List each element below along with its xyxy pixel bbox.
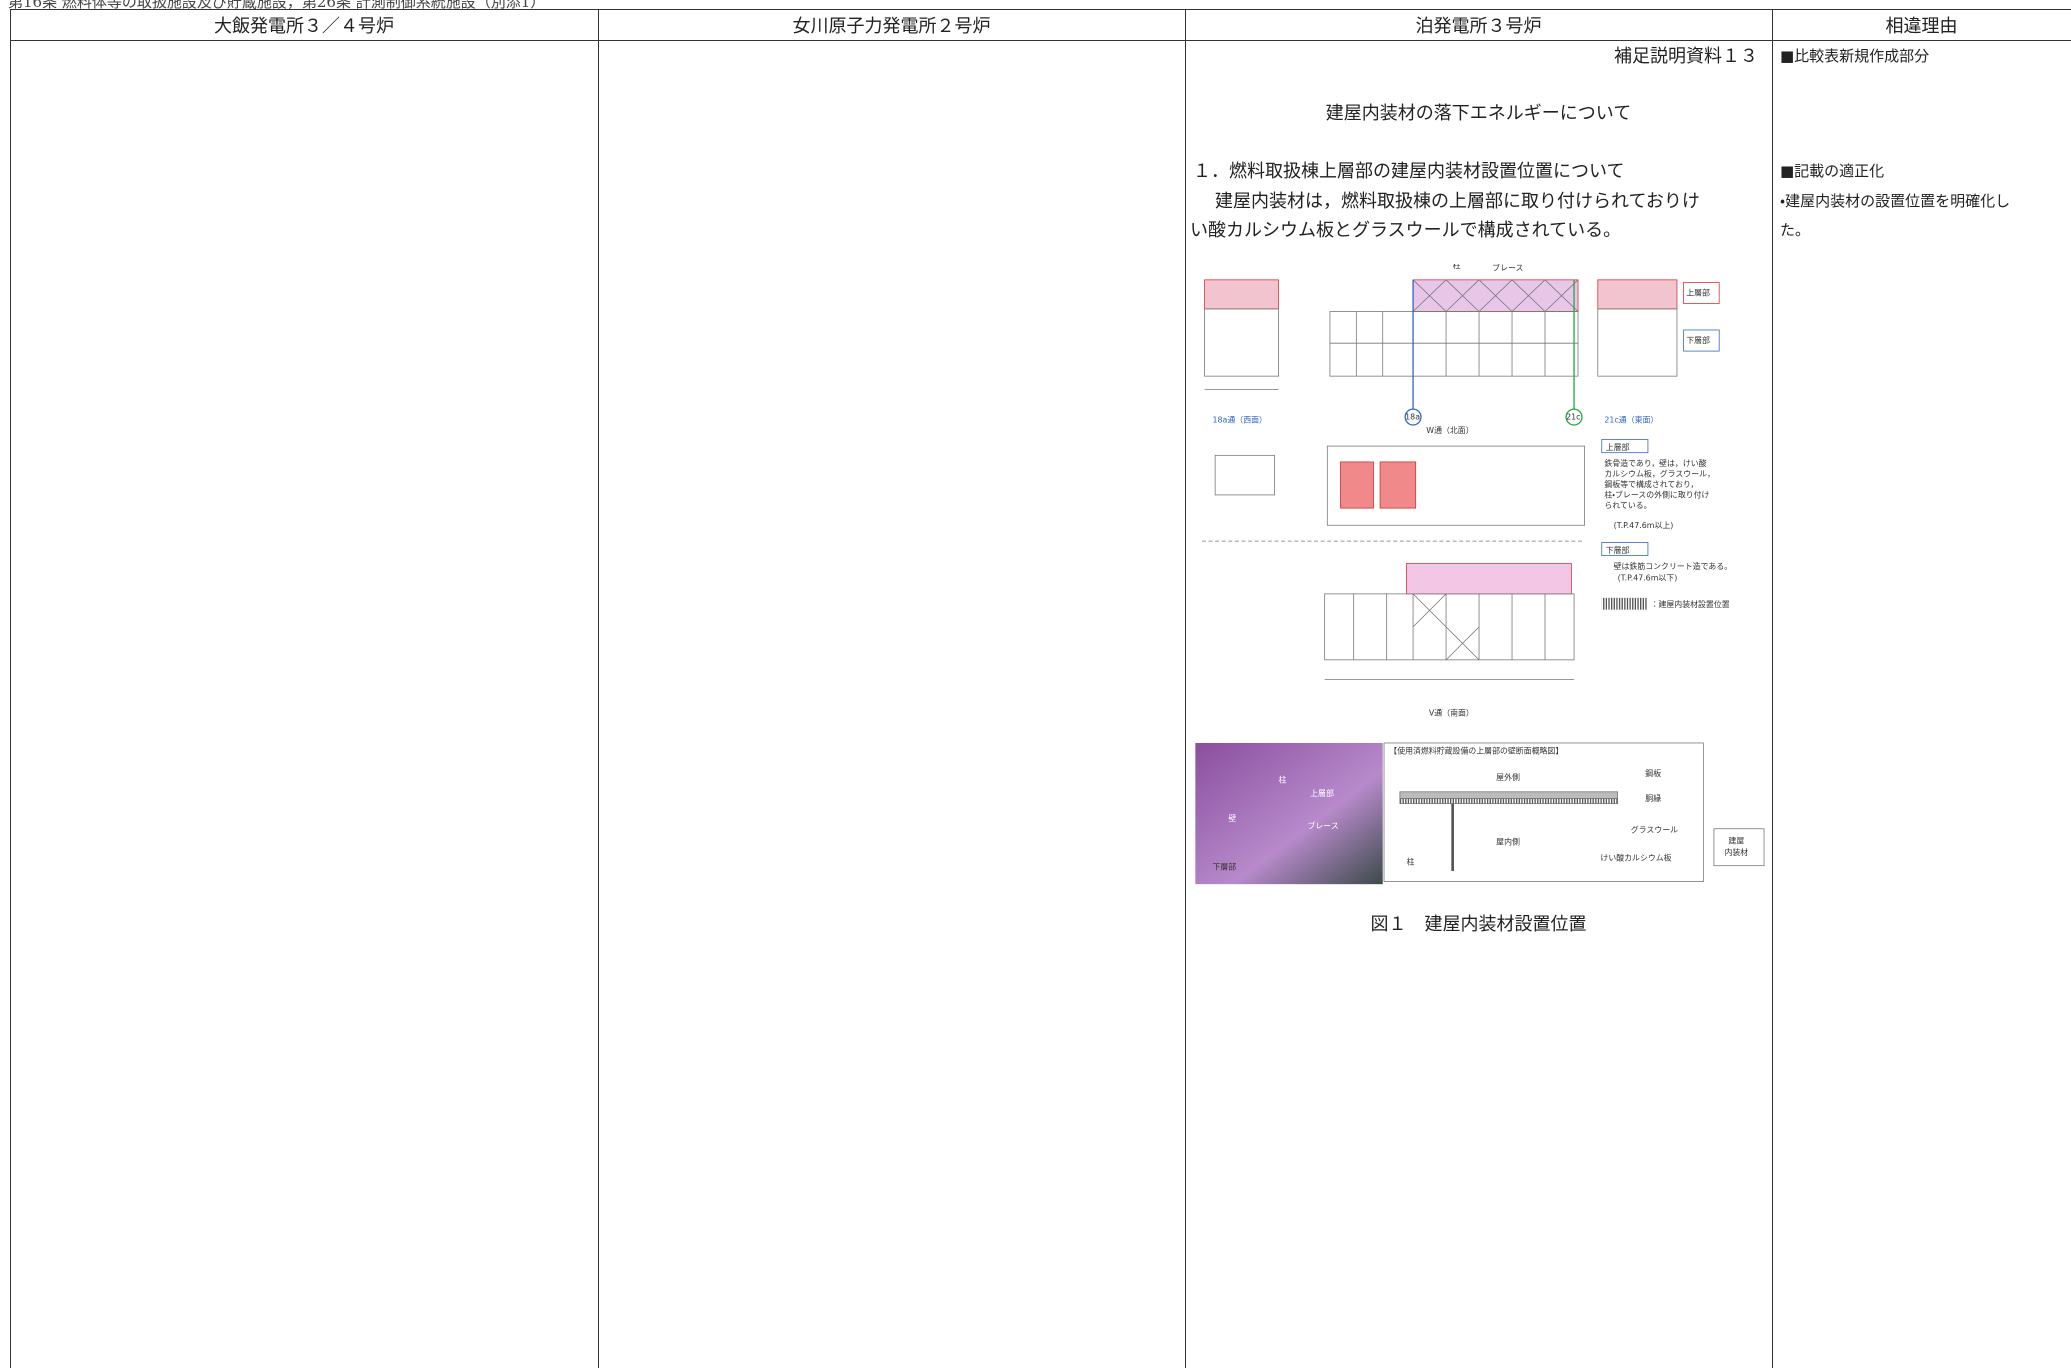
paragraph-line: 建屋内装材は，燃料取扱棟の上層部に取り付けられておりけ bbox=[1215, 191, 1700, 212]
figure-label: (T.P.47.6m以下) bbox=[1618, 574, 1678, 583]
rule bbox=[1185, 9, 1186, 1368]
figure-label: 下層部 bbox=[1686, 336, 1710, 345]
figure-label: ：建屋内装材設置位置 bbox=[1651, 599, 1730, 609]
figure-label: 屋内側 bbox=[1496, 837, 1520, 847]
figure-label: (T.P.47.6m以上) bbox=[1614, 521, 1674, 530]
figure-label: ブレース bbox=[1492, 264, 1523, 273]
figure-label: 内装材 bbox=[1724, 847, 1748, 857]
rule bbox=[1772, 9, 1773, 1368]
figure-label: 壁は鉄筋コンクリート造である。 bbox=[1614, 561, 1733, 571]
figure-label: 【使用済燃料貯蔵設備の上層部の壁断面概略図】 bbox=[1389, 746, 1563, 756]
column-header: 泊発電所３号炉 bbox=[1415, 16, 1542, 37]
figure-label: 21c bbox=[1566, 413, 1580, 422]
rule bbox=[10, 40, 2071, 41]
figure-label: 下層部 bbox=[1213, 863, 1237, 872]
figure-label: 柱・ブレースの外側に取り付け bbox=[1604, 490, 1709, 500]
reason-text: ・建屋内装材の設置位置を明確化し bbox=[1780, 192, 2011, 210]
figure-label: 建屋 bbox=[1728, 835, 1744, 845]
figure-label: 上層部 bbox=[1686, 289, 1710, 298]
figure-label: グラスウール bbox=[1631, 825, 1678, 835]
figure-label: V通（南面） bbox=[1429, 707, 1474, 717]
figure-label: 18a通（西面） bbox=[1213, 414, 1267, 424]
figure-label: 鋼板 bbox=[1645, 768, 1661, 778]
figure-label: ブレース bbox=[1308, 821, 1339, 831]
figure-label: 18a bbox=[1405, 413, 1420, 422]
column-header: 大飯発電所３／４号炉 bbox=[214, 16, 394, 37]
figure-label: 鋼板等で構成されており， bbox=[1604, 479, 1698, 489]
reason-text: ■記載の適正化 bbox=[1780, 162, 1885, 180]
figure-label: 上層部 bbox=[1310, 789, 1334, 798]
figure-label: W通（北面） bbox=[1426, 425, 1473, 435]
figure-label: 柱 bbox=[1453, 264, 1461, 270]
reason-text: た。 bbox=[1780, 221, 1811, 239]
section-heading: １．燃料取扱棟上層部の建屋内装材設置位置について bbox=[1193, 161, 1625, 182]
figure: 柱ブレース上層部下層部18a通（西面）W通（北面）21c通（東面）上層部鉄骨造で… bbox=[1195, 264, 1765, 885]
column-header: 女川原子力発電所２号炉 bbox=[792, 16, 991, 37]
figure-label: 上層部 bbox=[1606, 443, 1630, 452]
rule bbox=[598, 9, 599, 1368]
figure-label: 壁 bbox=[1228, 813, 1236, 823]
rule bbox=[10, 9, 2071, 10]
figure-label: 胴縁 bbox=[1645, 793, 1661, 803]
doc-title: 建屋内装材の落下エネルギーについて bbox=[1325, 103, 1632, 124]
figure-label: けい酸カルシウム板 bbox=[1600, 852, 1671, 862]
figure-caption: 図１ 建屋内装材設置位置 bbox=[1370, 914, 1587, 935]
figure-label: 21c通（東面） bbox=[1604, 414, 1658, 424]
doc-id: 補足説明資料１３ bbox=[1614, 46, 1758, 67]
rule bbox=[10, 9, 11, 1368]
figure-label: 鉄骨造であり，壁は，けい酸 bbox=[1604, 458, 1706, 468]
paragraph-line: い酸カルシウム板とグラスウールで構成されている。 bbox=[1190, 220, 1622, 241]
figure-label: 下層部 bbox=[1606, 546, 1630, 555]
reason-text: ■比較表新規作成部分 bbox=[1780, 47, 1930, 65]
figure-label: 柱 bbox=[1278, 775, 1286, 785]
figure-label: 柱 bbox=[1406, 856, 1414, 866]
figure-label: 屋外側 bbox=[1496, 772, 1520, 782]
figure-label: カルシウム板，グラスウール， bbox=[1604, 468, 1715, 478]
column-header: 相違理由 bbox=[1885, 16, 1958, 37]
header-note: 第16条 燃料体等の取扱施設及び貯蔵施設，第26条 計測制御系統施設（別添1） bbox=[8, 0, 546, 11]
figure-label: られている。 bbox=[1604, 501, 1651, 510]
